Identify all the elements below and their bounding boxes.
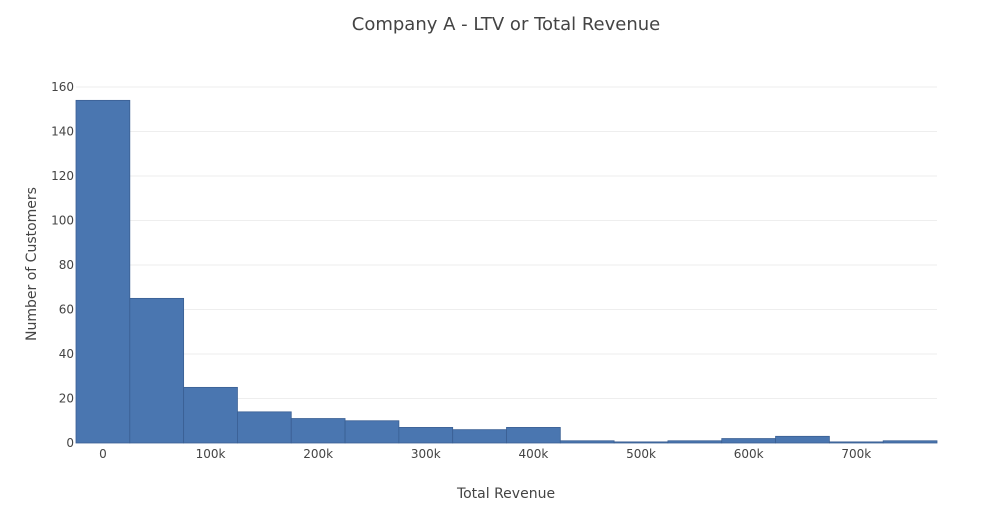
histogram-bar bbox=[290, 418, 346, 444]
y-tick-label: 100 bbox=[51, 214, 74, 228]
y-tick-label: 40 bbox=[59, 347, 74, 361]
histogram-bar bbox=[398, 427, 454, 444]
histogram-bar bbox=[613, 441, 669, 444]
x-tick-label: 200k bbox=[303, 447, 333, 461]
histogram-bar bbox=[828, 441, 884, 444]
y-tick-label: 160 bbox=[51, 80, 74, 94]
x-axis-label: Total Revenue bbox=[456, 486, 555, 502]
y-axis-ticks: 0 20 40 60 80 100 120 140 160 bbox=[51, 80, 74, 450]
x-tick-label: 100k bbox=[196, 447, 226, 461]
histogram-bar bbox=[237, 411, 292, 444]
y-tick-label: 120 bbox=[51, 169, 74, 183]
histogram-bar bbox=[775, 435, 830, 444]
histogram-bar bbox=[506, 427, 561, 444]
histogram-bars bbox=[75, 99, 938, 444]
histogram-bar bbox=[129, 297, 185, 444]
chart-title: Company A - LTV or Total Revenue bbox=[352, 14, 660, 35]
x-tick-label: 600k bbox=[734, 447, 764, 461]
histogram-bar bbox=[559, 440, 615, 444]
y-tick-label: 60 bbox=[59, 303, 74, 317]
y-tick-label: 140 bbox=[51, 125, 74, 139]
histogram-bar bbox=[667, 440, 723, 444]
histogram-bar bbox=[721, 438, 776, 444]
x-axis-ticks: 0 100k 200k 300k 400k 500k 600k 700k bbox=[99, 447, 871, 461]
y-axis-label: Number of Customers bbox=[24, 187, 40, 341]
y-tick-label: 80 bbox=[59, 258, 74, 272]
histogram-bar bbox=[344, 420, 400, 444]
x-tick-label: 0 bbox=[99, 447, 107, 461]
x-tick-label: 300k bbox=[411, 447, 441, 461]
grid-lines bbox=[76, 86, 937, 399]
y-tick-label: 20 bbox=[59, 392, 74, 406]
histogram-bar bbox=[75, 99, 131, 444]
x-tick-label: 400k bbox=[518, 447, 548, 461]
histogram-bar bbox=[882, 440, 938, 444]
histogram-bar bbox=[183, 386, 238, 444]
x-tick-label: 500k bbox=[626, 447, 656, 461]
histogram-bar bbox=[452, 429, 507, 444]
y-tick-label: 0 bbox=[66, 436, 74, 450]
x-tick-label: 700k bbox=[841, 447, 871, 461]
